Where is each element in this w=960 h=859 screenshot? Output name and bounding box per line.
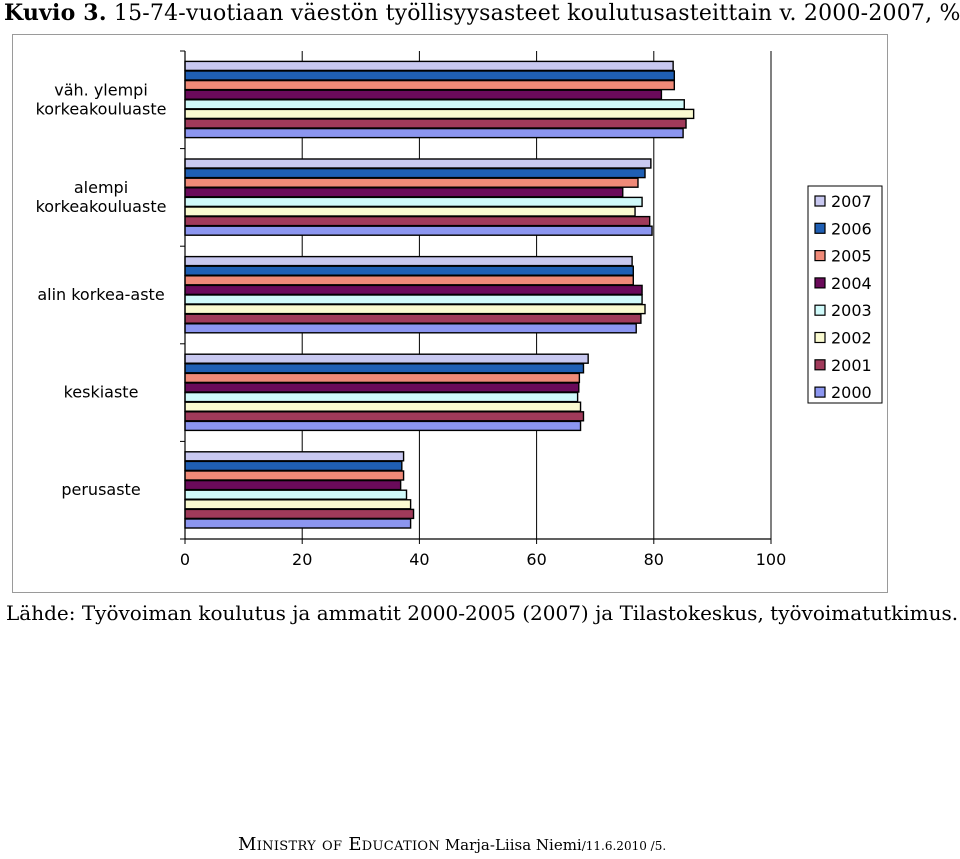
bar-chart: väh. ylempikorkeakouluastealempikorkeako…	[36, 50, 883, 569]
category-label: väh. ylempi	[54, 80, 148, 99]
bar	[184, 451, 405, 462]
footer: Ministry of Education Marja-Liisa Niemi/…	[238, 835, 666, 856]
bar	[184, 420, 582, 432]
category-label: keskiaste	[64, 383, 139, 402]
bar	[184, 313, 642, 324]
bar	[184, 167, 646, 179]
legend-label: 2003	[831, 301, 872, 320]
tick-labels: 0 20 40 60 80 100	[180, 550, 786, 569]
bar	[184, 353, 589, 364]
x-tick-label: 0	[180, 550, 190, 569]
chart-frame: väh. ylempi korkeakouluaste alempi korkeako…	[12, 34, 888, 593]
bar	[184, 479, 402, 491]
figure-title: Kuvio 3. 15-74-vuotiaan väestön työllisy…	[4, 0, 960, 27]
legend-label: 2005	[831, 247, 872, 266]
legend-swatch	[814, 277, 826, 289]
bar	[184, 60, 674, 72]
legend-label: 2004	[831, 274, 872, 293]
ministry-name: Ministry of Education	[238, 834, 441, 855]
legend-swatch	[814, 304, 826, 316]
legend-label: 2000	[831, 383, 872, 402]
legend-swatch	[814, 359, 826, 371]
bars	[184, 60, 695, 529]
bar	[184, 470, 405, 481]
legend: 2007 2006 2005 2004 2003 2002 2001 2000	[807, 185, 883, 404]
footer-date: /11.6.2010 /5.	[581, 839, 667, 853]
bar	[184, 108, 695, 120]
category-label: alempi	[74, 178, 128, 197]
legend-swatch	[814, 386, 826, 398]
category-label: korkeakouluaste	[36, 99, 167, 118]
bar	[184, 177, 639, 188]
x-tick-label: 20	[292, 550, 312, 569]
bar	[184, 158, 652, 169]
bar	[184, 401, 582, 412]
x-tick-label: 60	[526, 550, 546, 569]
bar	[184, 206, 636, 217]
bar	[184, 489, 408, 500]
bar	[184, 265, 634, 276]
bar	[184, 372, 581, 384]
bar	[184, 118, 687, 129]
bar	[184, 323, 637, 334]
bar	[184, 411, 585, 422]
bar	[184, 460, 403, 472]
legend-swatch	[814, 250, 826, 262]
bar	[184, 284, 643, 296]
bar	[184, 187, 624, 198]
bar	[184, 89, 663, 100]
category-label: perusaste	[61, 480, 140, 499]
bar	[184, 70, 676, 81]
legend-swatch	[814, 331, 826, 344]
author-name: Marja-Liisa Niemi	[444, 836, 582, 854]
legend-label: 2001	[831, 356, 872, 375]
bar	[184, 79, 676, 91]
legend-swatch	[814, 195, 826, 207]
legend-label: 2007	[831, 192, 872, 211]
figure-label: Kuvio 3.	[4, 0, 107, 26]
category-label: alin korkea-aste	[37, 285, 164, 304]
bar	[184, 127, 684, 139]
bar	[184, 363, 585, 374]
x-tick-label: 80	[644, 550, 664, 569]
bar	[184, 508, 415, 520]
legend-swatch	[814, 222, 826, 234]
source-note: Lähde: Työvoiman koulutus ja ammatit 200…	[6, 601, 959, 625]
legend-label: 2002	[831, 329, 872, 348]
legend-label: 2006	[831, 219, 872, 238]
bar	[184, 99, 685, 110]
axes	[180, 50, 772, 544]
bar	[184, 196, 643, 208]
bar	[184, 215, 651, 227]
x-tick-label: 100	[756, 550, 787, 569]
bar	[184, 225, 653, 236]
category-label: korkeakouluaste	[36, 197, 167, 216]
x-tick-label: 40	[409, 550, 429, 569]
bar	[184, 294, 643, 305]
bar	[184, 303, 646, 315]
bar	[184, 255, 633, 267]
bar	[184, 518, 412, 529]
bar	[184, 499, 412, 510]
bar	[184, 382, 580, 393]
category-labels: väh. ylempikorkeakouluastealempikorkeako…	[36, 80, 167, 499]
bar	[184, 391, 579, 403]
bar	[184, 275, 634, 286]
figure-title-text: 15-74-vuotiaan väestön työllisyysasteet …	[113, 1, 960, 26]
